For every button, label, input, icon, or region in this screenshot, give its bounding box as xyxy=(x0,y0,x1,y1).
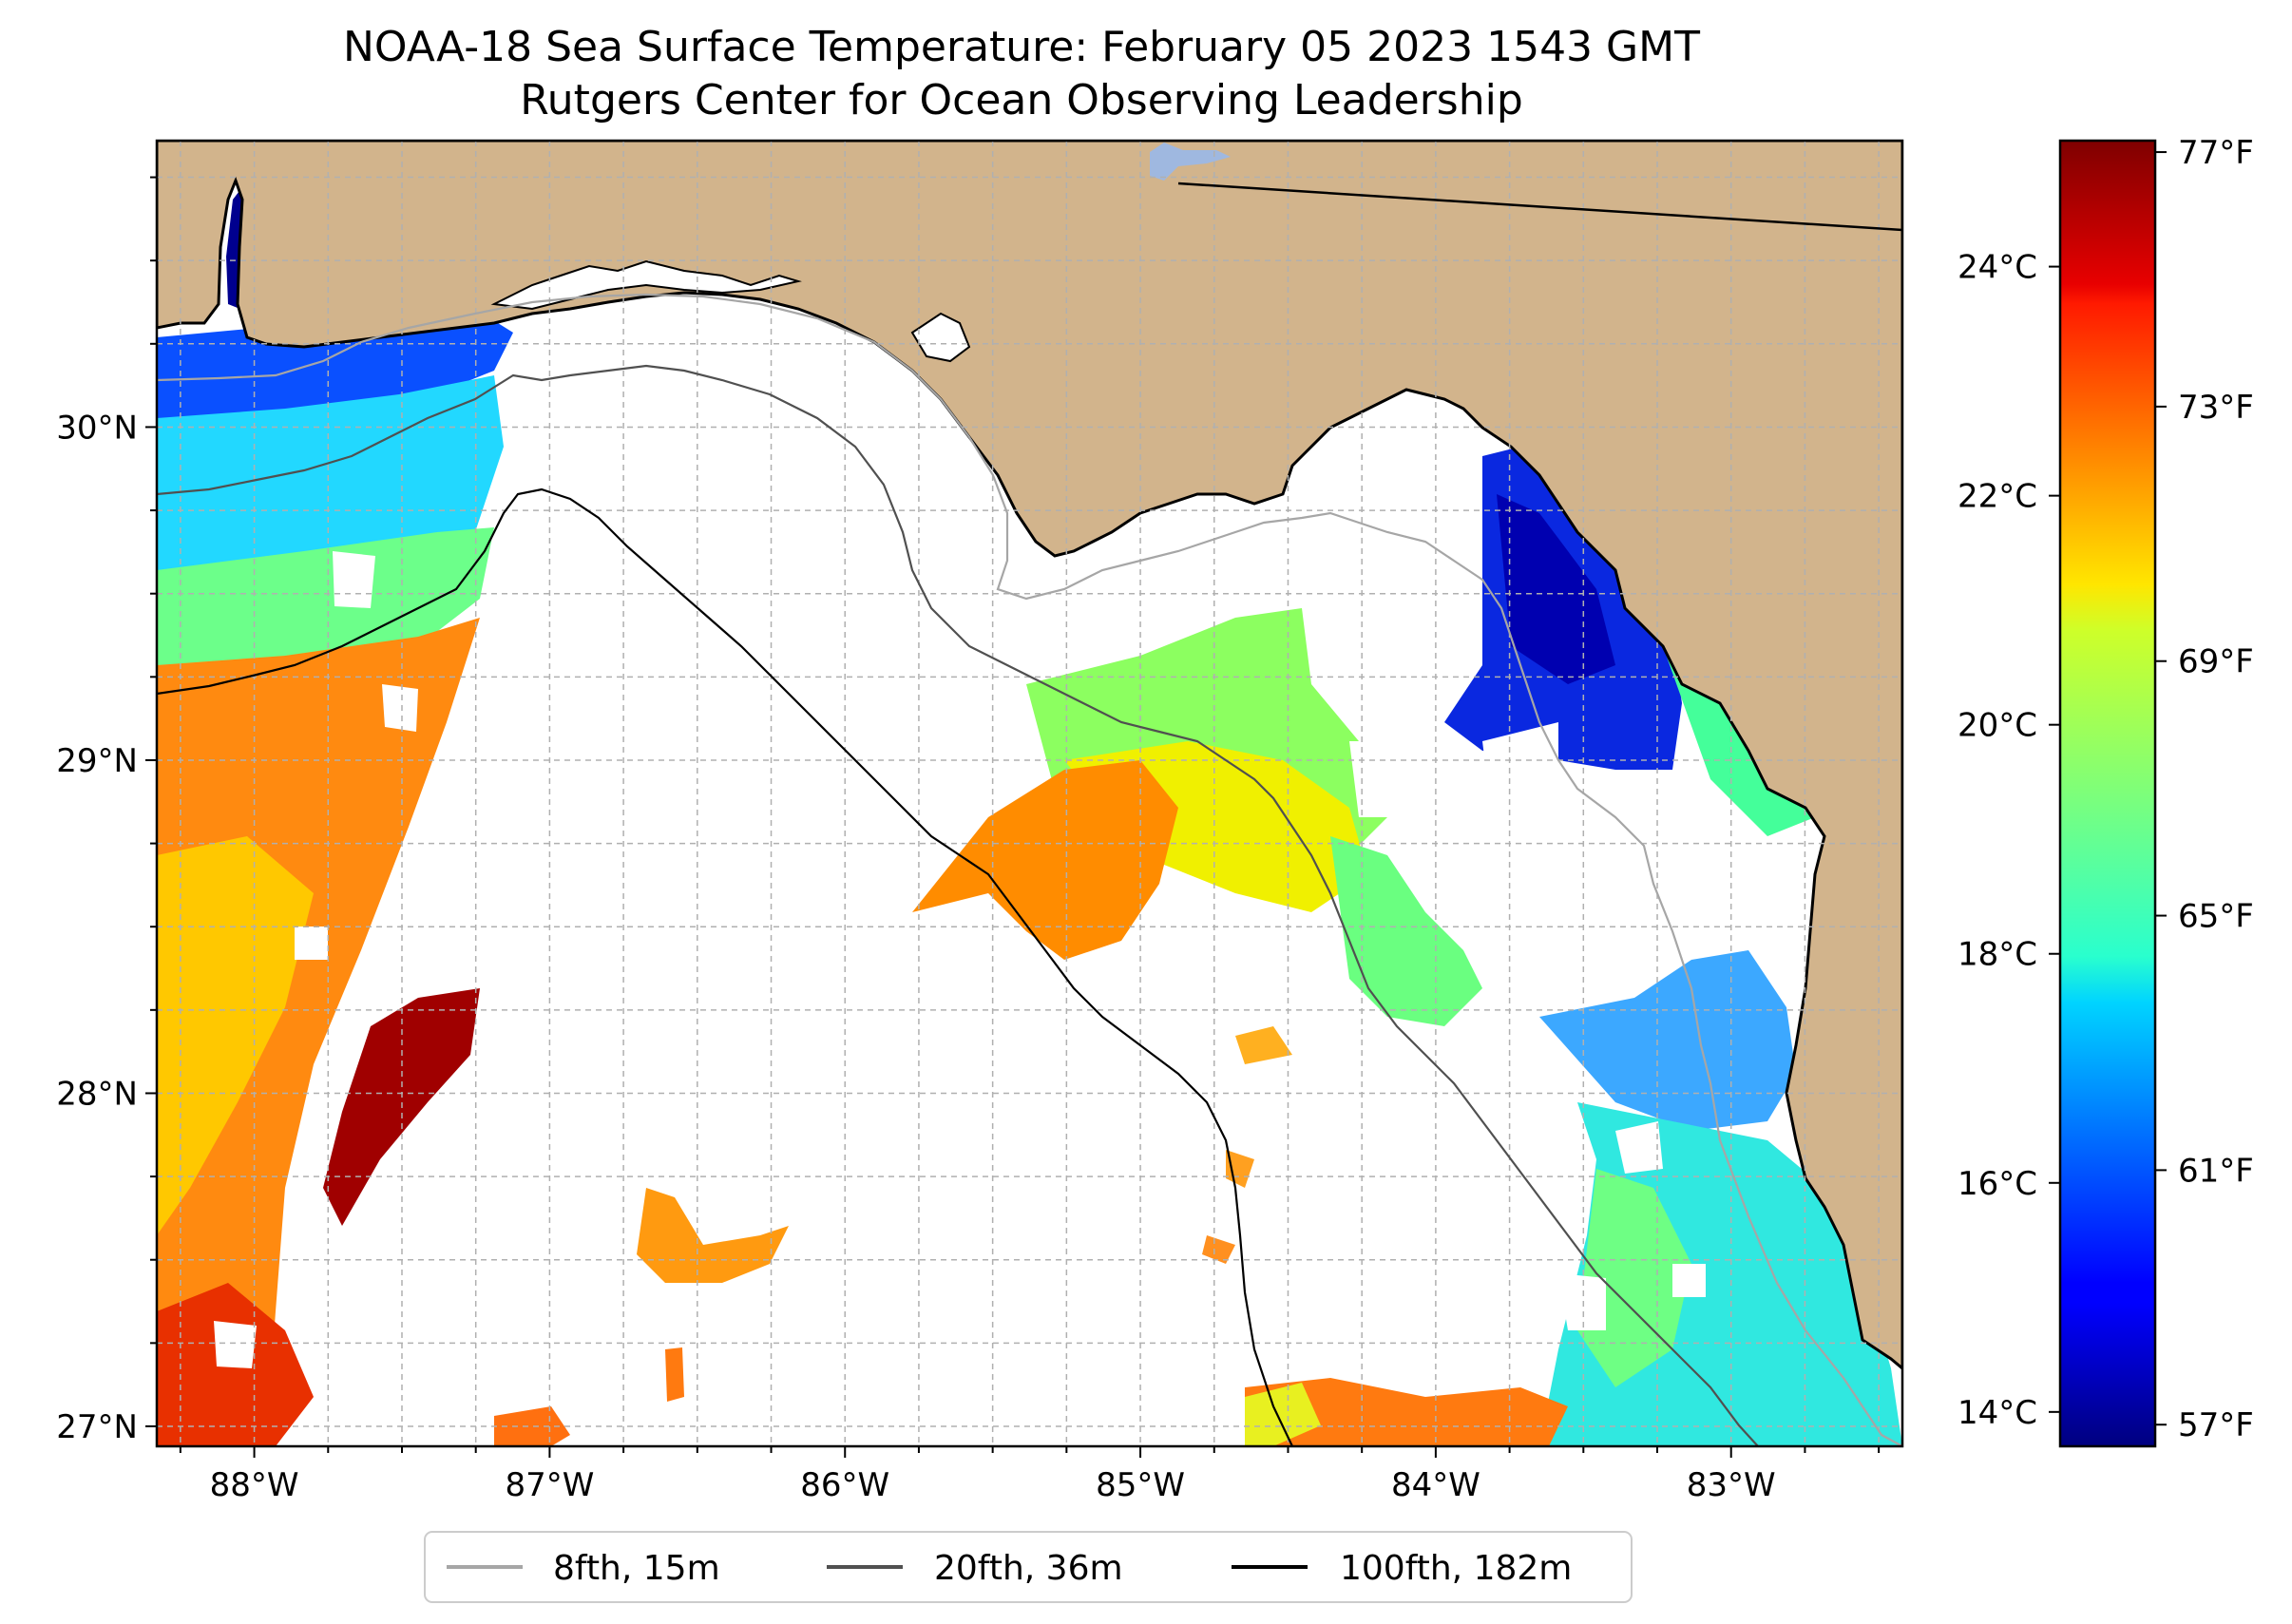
celsius-tick-label: 20°C xyxy=(1958,707,2037,745)
fahrenheit-tick-label: 61°F xyxy=(2178,1152,2254,1190)
sst-figure: NOAA-18 Sea Surface Temperature: Februar… xyxy=(0,0,2292,1624)
legend: 8fth, 15m 20fth, 36m 100fth, 182m xyxy=(425,1532,1632,1602)
legend-label: 100fth, 182m xyxy=(1340,1549,1572,1588)
lon-tick-label: 87°W xyxy=(505,1466,594,1504)
lat-axis: 30°N 29°N 28°N 27°N xyxy=(56,409,138,1446)
colorbar-gradient xyxy=(2060,141,2155,1446)
colorbar-celsius-axis: 24°C 22°C 20°C 18°C 16°C 14°C xyxy=(1958,249,2037,1432)
legend-label: 8fth, 15m xyxy=(553,1549,720,1588)
celsius-tick-label: 16°C xyxy=(1958,1165,2037,1203)
lat-tick-label: 28°N xyxy=(56,1075,138,1113)
legend-label: 20fth, 36m xyxy=(934,1549,1123,1588)
fahrenheit-tick-label: 77°F xyxy=(2178,134,2254,172)
title-line-1: NOAA-18 Sea Surface Temperature: Februar… xyxy=(343,23,1700,71)
colorbar-fahrenheit-axis: 77°F 73°F 69°F 65°F 61°F 57°F xyxy=(2178,134,2254,1444)
map-panel: 88°W 87°W 86°W 85°W 84°W 83°W 30°N 29°N … xyxy=(56,141,1902,1504)
lon-axis: 88°W 87°W 86°W 85°W 84°W 83°W xyxy=(210,1466,1776,1504)
fahrenheit-tick-label: 65°F xyxy=(2178,898,2254,936)
lon-tick-label: 83°W xyxy=(1687,1466,1776,1504)
lat-tick-label: 30°N xyxy=(56,409,138,447)
celsius-tick-label: 14°C xyxy=(1958,1394,2037,1432)
lat-tick-label: 29°N xyxy=(56,742,138,780)
celsius-tick-label: 24°C xyxy=(1958,249,2037,287)
lon-tick-label: 86°W xyxy=(800,1466,889,1504)
lon-tick-label: 85°W xyxy=(1096,1466,1185,1504)
colorbar: 24°C 22°C 20°C 18°C 16°C 14°C 77°F 73°F … xyxy=(1958,134,2254,1446)
lat-tick-label: 27°N xyxy=(56,1408,138,1446)
title-line-2: Rutgers Center for Ocean Observing Leade… xyxy=(520,76,1523,124)
fahrenheit-tick-label: 57°F xyxy=(2178,1406,2254,1444)
fahrenheit-tick-label: 69°F xyxy=(2178,643,2254,681)
lon-tick-label: 88°W xyxy=(210,1466,299,1504)
lon-tick-label: 84°W xyxy=(1391,1466,1480,1504)
celsius-tick-label: 22°C xyxy=(1958,478,2037,516)
celsius-tick-label: 18°C xyxy=(1958,936,2037,974)
fahrenheit-tick-label: 73°F xyxy=(2178,389,2254,427)
